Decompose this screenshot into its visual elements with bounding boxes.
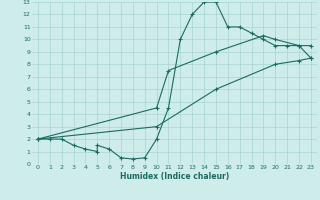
X-axis label: Humidex (Indice chaleur): Humidex (Indice chaleur) xyxy=(120,172,229,181)
